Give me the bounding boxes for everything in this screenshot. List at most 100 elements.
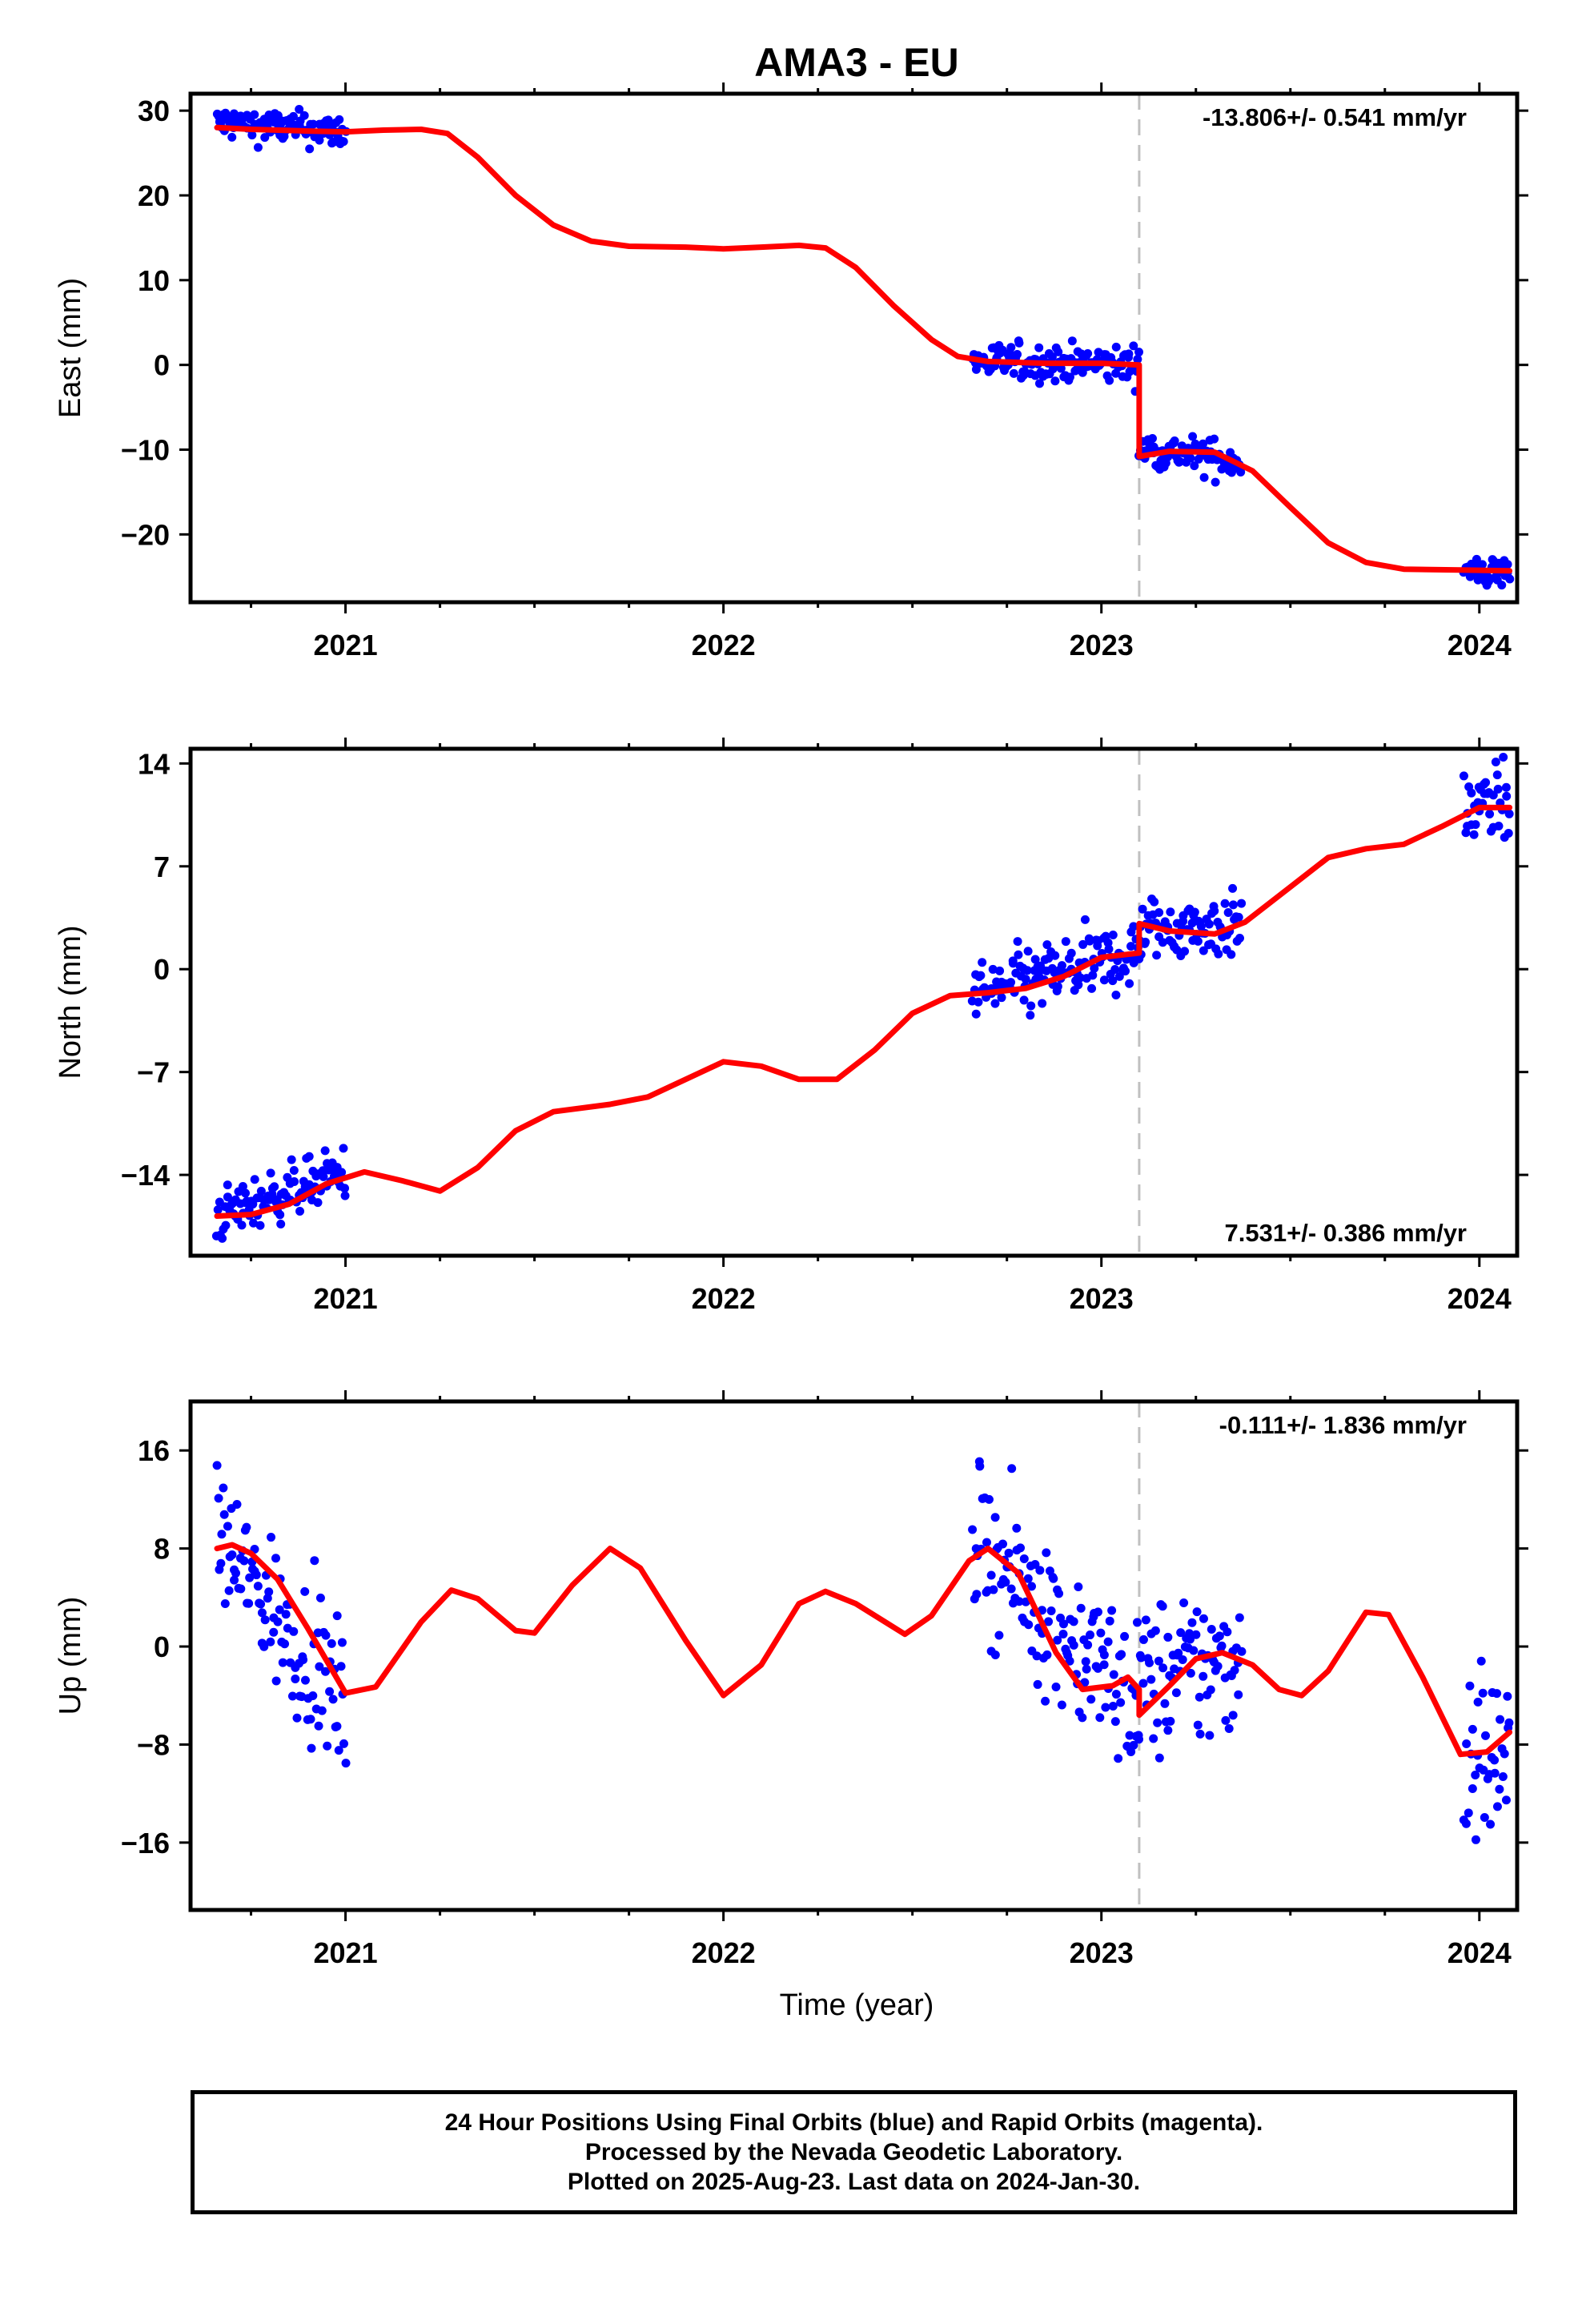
data-point xyxy=(1120,1631,1130,1641)
data-point xyxy=(335,115,344,124)
data-point xyxy=(995,966,1005,975)
data-point xyxy=(300,1675,310,1685)
data-point xyxy=(291,1675,300,1684)
data-point xyxy=(1001,1578,1010,1587)
data-point xyxy=(292,1713,302,1723)
data-point xyxy=(1500,1749,1509,1759)
data-point xyxy=(275,1210,285,1220)
data-point xyxy=(1502,791,1512,801)
data-point xyxy=(264,1587,274,1597)
data-point xyxy=(1141,1615,1150,1625)
data-point xyxy=(1134,348,1144,357)
data-point xyxy=(339,1144,348,1153)
data-point xyxy=(1050,376,1060,386)
data-point xyxy=(988,964,998,974)
data-point xyxy=(308,1691,318,1700)
data-point xyxy=(332,1722,342,1731)
data-point xyxy=(1154,908,1164,918)
data-point xyxy=(1007,1464,1017,1474)
data-point xyxy=(1481,778,1491,787)
data-point xyxy=(1171,1688,1181,1698)
data-point xyxy=(1027,1582,1037,1591)
data-point xyxy=(1174,1648,1183,1658)
y-tick-label: 16 xyxy=(138,1434,170,1467)
data-point xyxy=(1501,782,1511,792)
y-tick-label: 0 xyxy=(154,349,170,382)
data-point xyxy=(1186,1668,1195,1678)
data-point xyxy=(253,1582,263,1591)
data-point xyxy=(325,1687,335,1696)
model-fit-curve xyxy=(214,804,1513,1219)
data-point xyxy=(220,1598,230,1608)
data-point xyxy=(340,1191,350,1200)
data-point xyxy=(1101,1703,1110,1712)
data-point xyxy=(1478,1688,1488,1698)
y-tick-label: 0 xyxy=(154,1630,170,1663)
data-point xyxy=(1081,1657,1090,1667)
data-point xyxy=(1228,883,1238,893)
data-point xyxy=(1237,899,1247,908)
data-point xyxy=(281,1610,291,1619)
data-point xyxy=(256,1599,266,1609)
x-tick-label: 2022 xyxy=(692,1936,756,1969)
data-point xyxy=(1126,942,1136,951)
data-point xyxy=(1141,937,1150,947)
data-point xyxy=(1158,1602,1167,1611)
data-point xyxy=(1132,1618,1142,1627)
data-point xyxy=(1107,1606,1117,1615)
data-point xyxy=(248,1218,258,1228)
data-point xyxy=(271,1676,281,1686)
data-point xyxy=(295,1207,305,1216)
data-point xyxy=(1493,784,1503,794)
data-point xyxy=(341,1759,351,1768)
data-point xyxy=(1067,336,1077,346)
data-point xyxy=(1116,1698,1126,1707)
data-point xyxy=(1234,912,1243,922)
data-point xyxy=(1199,1614,1208,1623)
data-point xyxy=(1046,1606,1056,1616)
data-point xyxy=(1153,1718,1162,1727)
data-point xyxy=(1187,1618,1197,1627)
data-point xyxy=(266,1168,275,1178)
data-point xyxy=(998,1539,1008,1549)
data-point xyxy=(1030,955,1040,964)
data-point xyxy=(321,1667,331,1676)
data-point xyxy=(315,1593,325,1602)
data-point xyxy=(1105,1616,1114,1626)
data-point xyxy=(1006,978,1016,987)
data-point xyxy=(218,1233,227,1243)
data-point xyxy=(1230,1666,1239,1675)
data-point xyxy=(1492,1689,1502,1699)
data-point xyxy=(310,1556,319,1566)
data-point xyxy=(238,1181,247,1191)
data-point xyxy=(1170,436,1179,446)
velocity-rate-label: -0.111+/- 1.836 mm/yr xyxy=(1219,1411,1467,1439)
x-tick-label: 2023 xyxy=(1070,1282,1134,1315)
data-points xyxy=(212,1457,1514,1844)
x-tick-label: 2024 xyxy=(1447,1282,1512,1315)
data-point xyxy=(1078,1713,1087,1723)
data-point xyxy=(1109,1670,1118,1679)
x-tick-label: 2024 xyxy=(1447,629,1512,661)
data-point xyxy=(1133,355,1142,364)
data-point xyxy=(314,1721,323,1731)
data-point xyxy=(1058,1619,1068,1629)
data-point xyxy=(1211,477,1220,487)
data-point xyxy=(1224,1723,1234,1733)
data-point xyxy=(269,1627,279,1637)
data-point xyxy=(1223,907,1233,917)
data-point xyxy=(1498,1772,1508,1782)
data-point xyxy=(1146,1675,1156,1684)
data-point xyxy=(339,137,348,147)
data-point xyxy=(1138,904,1147,914)
footer-caption-box: 24 Hour Positions Using Final Orbits (bl… xyxy=(191,2090,1517,2214)
data-point xyxy=(1210,434,1219,444)
data-point xyxy=(1013,937,1022,947)
data-point xyxy=(1056,364,1066,373)
data-point xyxy=(287,1691,297,1701)
data-point xyxy=(1050,951,1060,960)
x-axis-label: Time (year) xyxy=(780,1988,934,2022)
data-point xyxy=(1125,979,1134,988)
data-point xyxy=(1086,1695,1096,1704)
data-point xyxy=(1111,991,1121,1000)
